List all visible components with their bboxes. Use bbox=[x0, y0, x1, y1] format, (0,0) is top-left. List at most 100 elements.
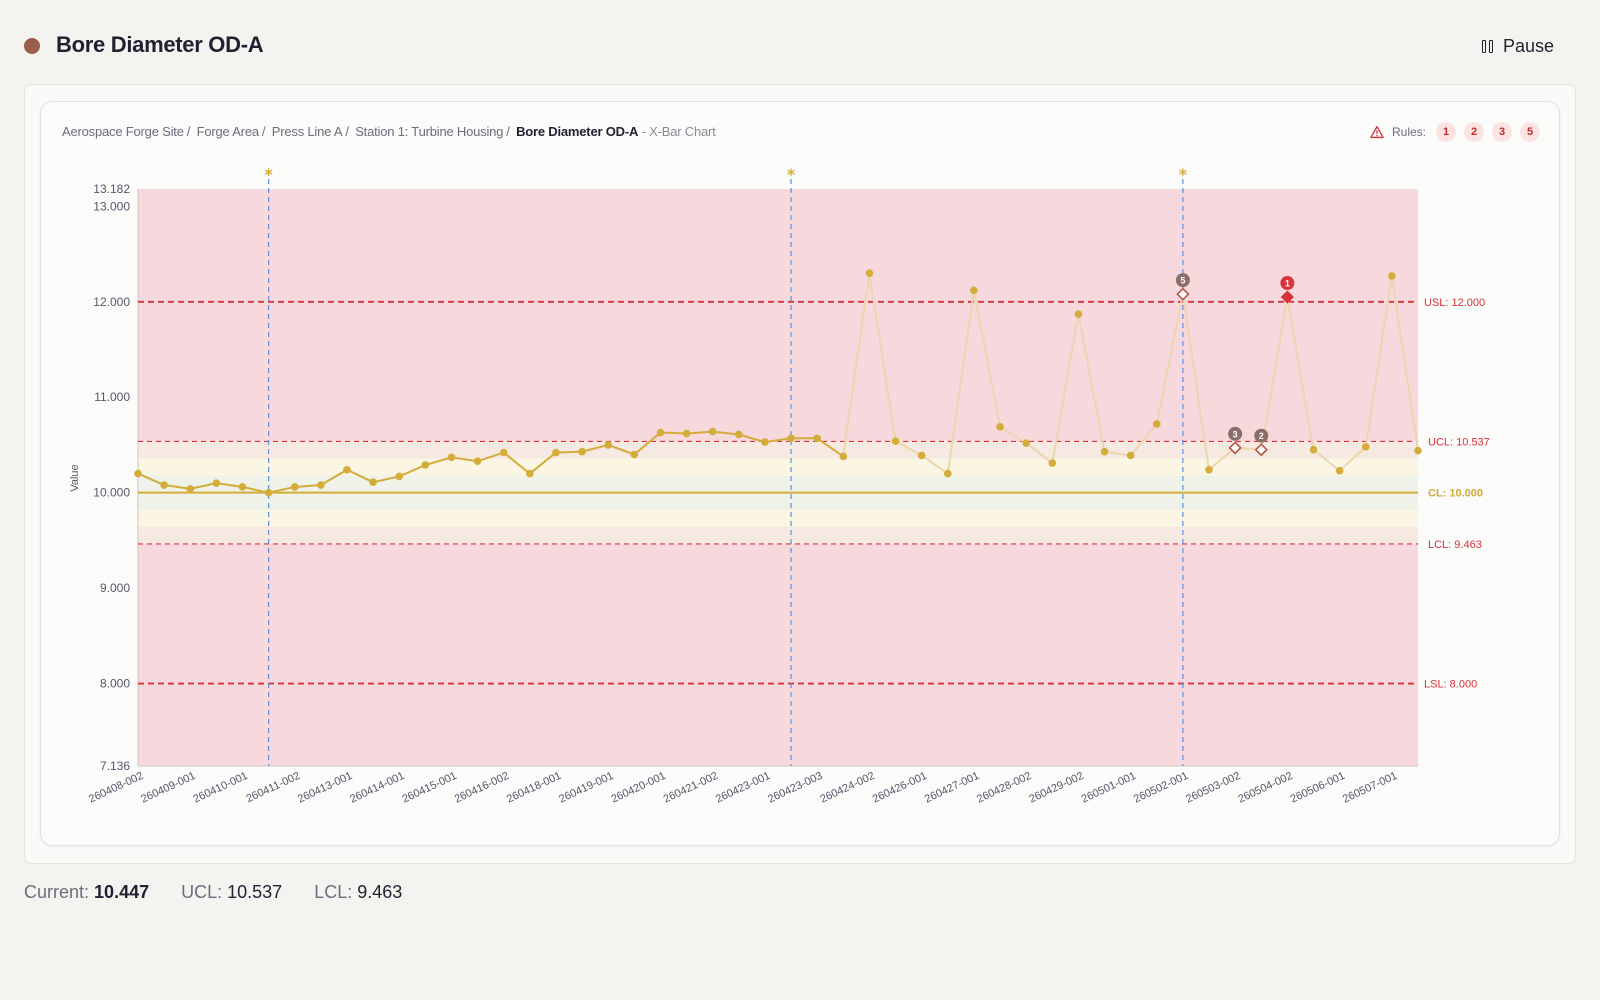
data-point bbox=[865, 269, 874, 277]
series-segment bbox=[1129, 423, 1158, 457]
chart-type-label: - X-Bar Chart bbox=[641, 124, 716, 139]
x-tick-label: 260428-002 bbox=[975, 770, 1033, 806]
data-point bbox=[1414, 446, 1422, 455]
series-segment bbox=[1364, 275, 1393, 448]
series-segment bbox=[1025, 442, 1053, 464]
pause-button[interactable]: Pause bbox=[1468, 30, 1572, 62]
x-tick-label: 260408-002 bbox=[87, 770, 145, 806]
current-value: 10.447 bbox=[94, 882, 150, 902]
data-point bbox=[526, 469, 534, 478]
breadcrumb-station[interactable]: Station 1: Turbine Housing bbox=[355, 124, 504, 139]
data-point bbox=[656, 428, 665, 437]
status-dot bbox=[24, 38, 40, 54]
page-title: Bore Diameter OD-A bbox=[56, 32, 264, 57]
data-point bbox=[238, 483, 247, 491]
rule-badge-1[interactable]: 1 bbox=[1436, 122, 1457, 142]
pause-label: Pause bbox=[1503, 35, 1555, 56]
data-point bbox=[160, 481, 168, 489]
breadcrumb: Aerospace Forge Site / Forge Area / Press … bbox=[62, 124, 716, 139]
series-segment bbox=[163, 484, 191, 490]
rule-badge-2[interactable]: 2 bbox=[1464, 122, 1485, 142]
data-point bbox=[317, 481, 325, 489]
series-segment bbox=[372, 475, 400, 484]
violation-badge bbox=[1175, 273, 1190, 288]
data-point bbox=[1100, 447, 1109, 456]
data-point bbox=[813, 434, 821, 443]
violation-badge-label: 1 bbox=[1285, 279, 1290, 289]
data-point bbox=[839, 452, 848, 461]
x-tick-label: 260424-002 bbox=[818, 770, 876, 806]
y-tick-label: 12.000 bbox=[93, 295, 130, 309]
series-segment bbox=[1338, 446, 1367, 472]
series-segment bbox=[868, 273, 897, 442]
lsl-label: LSL: 8.000 bbox=[1424, 679, 1477, 691]
series-segment bbox=[346, 468, 374, 484]
y-axis-title: Value bbox=[69, 464, 81, 491]
series-segment bbox=[764, 437, 792, 444]
series-segment bbox=[999, 425, 1027, 444]
series-segment bbox=[242, 485, 269, 494]
data-point bbox=[186, 485, 195, 493]
data-point bbox=[1335, 466, 1344, 475]
data-point bbox=[1022, 439, 1030, 447]
data-point bbox=[917, 451, 926, 460]
series-segment bbox=[555, 450, 583, 454]
y-tick-label: 10.000 bbox=[93, 486, 130, 500]
data-point bbox=[1048, 459, 1057, 467]
data-point bbox=[891, 437, 900, 445]
data-point bbox=[1152, 420, 1161, 428]
series-segment bbox=[320, 468, 348, 486]
y-tick-label: 13.182 bbox=[93, 182, 130, 196]
series-segment bbox=[972, 290, 1002, 428]
lcl-value: 9.463 bbox=[357, 882, 403, 902]
violation-point bbox=[1254, 443, 1268, 457]
x-tick-label: 260416-002 bbox=[453, 770, 511, 806]
x-tick-label: 260421-002 bbox=[662, 770, 720, 806]
data-point bbox=[499, 448, 508, 457]
rule-badge-3[interactable]: 3 bbox=[1492, 122, 1513, 142]
y-tick-label: 13.000 bbox=[93, 199, 130, 213]
breadcrumb-site[interactable]: Aerospace Forge Site bbox=[62, 124, 184, 139]
series-segment bbox=[1181, 294, 1211, 470]
series-segment bbox=[712, 430, 739, 436]
data-point bbox=[943, 469, 952, 478]
data-point bbox=[970, 286, 978, 295]
header: Bore Diameter OD-A Pause bbox=[0, 0, 1600, 92]
data-point bbox=[578, 447, 586, 456]
usl-label: USL: 12.000 bbox=[1424, 297, 1485, 309]
event-star-icon: * bbox=[264, 165, 273, 184]
data-point bbox=[343, 465, 351, 474]
data-point bbox=[264, 488, 273, 497]
series-segment bbox=[503, 451, 531, 475]
series-segment bbox=[137, 472, 165, 486]
data-point bbox=[552, 448, 560, 457]
violation-badge-label: 5 bbox=[1180, 276, 1185, 286]
x-tick-label: 260414-001 bbox=[348, 770, 406, 806]
rules-label: Rules: bbox=[1392, 125, 1427, 139]
breadcrumb-line[interactable]: Press Line A bbox=[271, 124, 343, 139]
series-segment bbox=[425, 456, 452, 466]
series-segment bbox=[477, 451, 505, 463]
pause-icon bbox=[1482, 39, 1493, 53]
data-point bbox=[761, 438, 769, 446]
event-star-icon: * bbox=[787, 165, 796, 184]
x-tick-label: 260427-001 bbox=[923, 770, 981, 806]
x-tick-label: 260504-002 bbox=[1236, 770, 1294, 806]
series-segment bbox=[294, 484, 321, 488]
data-point bbox=[787, 434, 795, 443]
y-tick-label: 11.000 bbox=[94, 390, 130, 404]
data-point bbox=[630, 450, 639, 459]
x-tick-label: 260502-001 bbox=[1132, 770, 1190, 806]
rules-summary: Rules: 1 2 3 5 bbox=[1370, 122, 1541, 142]
x-tick-label: 260506-001 bbox=[1289, 770, 1347, 806]
rule-badge-5[interactable]: 5 bbox=[1520, 122, 1541, 142]
series-segment bbox=[1155, 293, 1184, 425]
data-point bbox=[604, 441, 613, 449]
x-tick-label: 260419-001 bbox=[557, 770, 615, 806]
breadcrumb-area[interactable]: Forge Area bbox=[196, 124, 260, 139]
violation-badge-label: 2 bbox=[1259, 431, 1264, 441]
x-tick-label: 260503-002 bbox=[1184, 770, 1242, 806]
series-segment bbox=[268, 485, 295, 494]
data-point bbox=[1309, 445, 1318, 454]
data-point bbox=[708, 427, 717, 436]
